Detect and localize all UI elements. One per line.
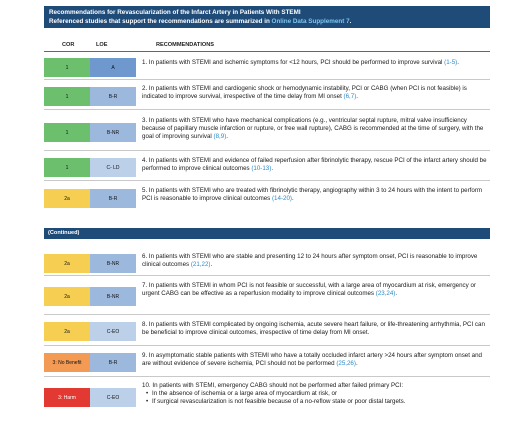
recommendation-text: 9. In asymptomatic stable patients with … bbox=[142, 352, 482, 367]
row-divider bbox=[44, 79, 490, 80]
column-header-recommendations: RECOMMENDATIONS bbox=[156, 42, 215, 48]
cor-badge: 1 bbox=[44, 123, 90, 142]
recommendation-text: 2. In patients with STEMI and cardiogeni… bbox=[142, 85, 467, 100]
table-row: 1 C- LD 4. In patients with STEMI and ev… bbox=[44, 154, 490, 181]
loe-badge: B-NR bbox=[90, 287, 136, 306]
cor-badge: 2a bbox=[44, 287, 90, 306]
table-title: Recommendations for Revascularization of… bbox=[49, 9, 301, 16]
column-header-cor: COR bbox=[62, 42, 75, 48]
table-row: 1 A 1. In patients with STEMI and ischem… bbox=[44, 56, 490, 80]
citation-link[interactable]: (6,7) bbox=[343, 93, 357, 100]
recommendation-text: 6. In patients with STEMI who are stable… bbox=[142, 253, 478, 268]
table-row: 3: No Benefit B-R 9. In asymptomatic sta… bbox=[44, 349, 490, 377]
loe-badge: B-NR bbox=[90, 254, 136, 273]
cor-badge: 1 bbox=[44, 158, 90, 177]
row-divider bbox=[44, 180, 490, 181]
recommendation-text: 3. In patients with STEMI who have mecha… bbox=[142, 117, 484, 140]
recommendation-bullets: In the absence of ischemia or a large ar… bbox=[142, 390, 488, 406]
loe-badge: C- LD bbox=[90, 158, 136, 177]
table-row: 2a B-NR 6. In patients with STEMI who ar… bbox=[44, 250, 490, 276]
table-row: 3: Harm C-EO 10. In patients with STEMI,… bbox=[44, 380, 490, 416]
loe-badge: C-EO bbox=[90, 322, 136, 341]
row-divider bbox=[44, 314, 490, 315]
recommendation-text: 7. In patients with STEMI in whom PCI is… bbox=[142, 282, 476, 297]
cor-badge: 2a bbox=[44, 322, 90, 341]
column-headers: COR LOE RECOMMENDATIONS bbox=[44, 40, 490, 52]
recommendation-text: 1. In patients with STEMI and ischemic s… bbox=[142, 59, 459, 66]
loe-badge: B-R bbox=[90, 189, 136, 208]
title-banner: Recommendations for Revascularization of… bbox=[44, 6, 490, 28]
table-row: 2a B-NR 7. In patients with STEMI in who… bbox=[44, 279, 490, 315]
bullet-item: In the absence of ischemia or a large ar… bbox=[142, 390, 488, 398]
cor-badge: 3: Harm bbox=[44, 388, 90, 407]
citation-link[interactable]: (10-13) bbox=[251, 165, 272, 172]
row-divider bbox=[44, 275, 490, 276]
table-row: 2a C-EO 8. In patients with STEMI compli… bbox=[44, 318, 490, 346]
column-header-loe: LOE bbox=[96, 42, 108, 48]
bullet-item: If surgical revascularization is not fea… bbox=[142, 398, 488, 406]
online-data-supplement-link[interactable]: Online Data Supplement 7 bbox=[271, 18, 350, 25]
citation-link[interactable]: (23,24) bbox=[375, 290, 396, 297]
loe-badge: B-R bbox=[90, 353, 136, 372]
recommendation-text: 5. In patients with STEMI who are treate… bbox=[142, 187, 483, 202]
row-divider bbox=[44, 376, 490, 377]
table-subtitle: Referenced studies that support the reco… bbox=[49, 18, 352, 25]
cor-badge: 2a bbox=[44, 189, 90, 208]
cor-badge: 2a bbox=[44, 254, 90, 273]
cor-badge: 1 bbox=[44, 58, 90, 77]
table-row: 2a B-R 5. In patients with STEMI who are… bbox=[44, 184, 490, 212]
loe-badge: B-R bbox=[90, 87, 136, 106]
cor-badge: 3: No Benefit bbox=[44, 353, 90, 372]
row-divider bbox=[44, 345, 490, 346]
citation-link[interactable]: (14-20) bbox=[272, 195, 292, 202]
citation-link[interactable]: (25,26) bbox=[336, 360, 356, 367]
table-row: 1 B-R 2. In patients with STEMI and card… bbox=[44, 82, 490, 110]
table-row: 1 B-NR 3. In patients with STEMI who hav… bbox=[44, 113, 490, 151]
row-divider bbox=[44, 150, 490, 151]
row-divider bbox=[44, 109, 490, 110]
recommendation-text: 8. In patients with STEMI complicated by… bbox=[142, 321, 485, 336]
citation-link[interactable]: (8,9) bbox=[213, 133, 227, 140]
recommendation-text: 4. In patients with STEMI and evidence o… bbox=[142, 157, 487, 172]
loe-badge: C-EO bbox=[90, 388, 136, 407]
recommendation-text: 10. In patients with STEMI, emergency CA… bbox=[142, 382, 488, 406]
citation-link[interactable]: (1-5) bbox=[444, 59, 458, 66]
loe-badge: A bbox=[90, 58, 136, 77]
citation-link[interactable]: (21,22) bbox=[190, 261, 211, 268]
loe-badge: B-NR bbox=[90, 123, 136, 142]
continued-bar: (Continued) bbox=[44, 228, 490, 239]
cor-badge: 1 bbox=[44, 87, 90, 106]
